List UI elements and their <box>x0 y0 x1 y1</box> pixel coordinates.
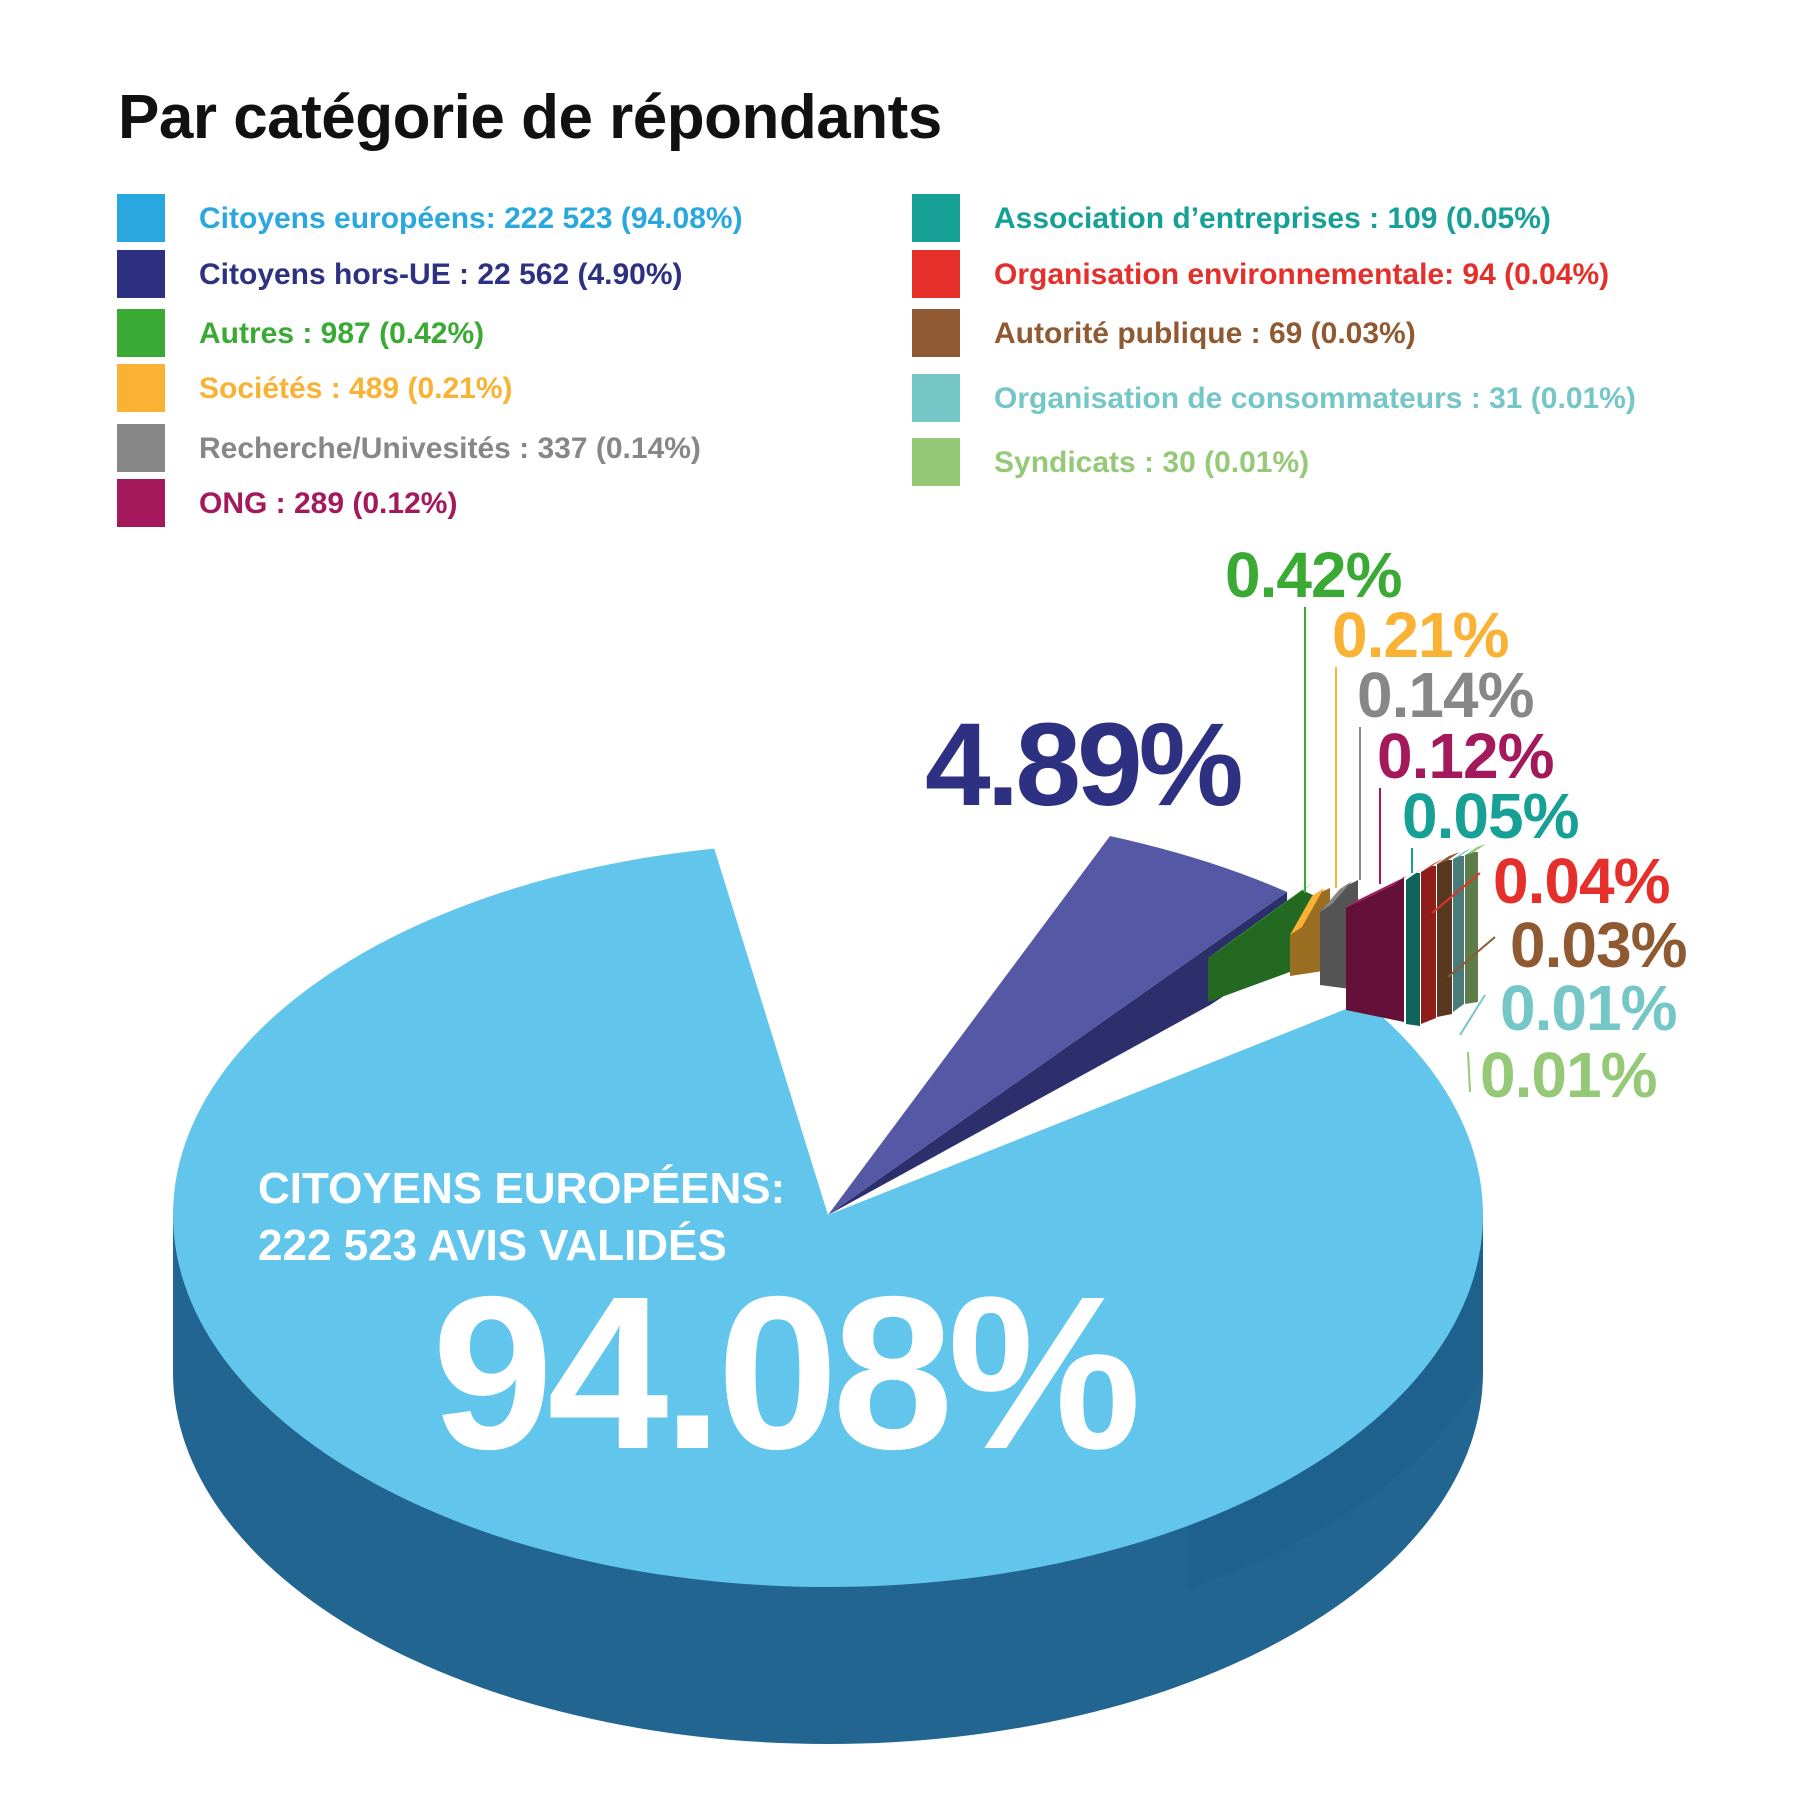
main-percent-label: 94.08% <box>432 1252 1137 1495</box>
legend-swatch <box>117 479 165 527</box>
small-percent-label: 0.14% <box>1357 659 1534 731</box>
small-percent-label: 0.21% <box>1332 599 1509 671</box>
pie-slice-organisation-environnementale <box>1421 858 1444 872</box>
small-percent-label: 0.01% <box>1500 972 1677 1044</box>
pie-slice-autres <box>1208 882 1314 958</box>
leader-lines <box>1304 607 1496 1093</box>
small-percent-labels: 0.42%0.21%0.14%0.12%0.05%0.04%0.03%0.01%… <box>1225 539 1688 1111</box>
legend-swatch <box>117 194 165 242</box>
legend-swatch <box>912 250 960 298</box>
leader-line <box>1447 936 1496 978</box>
legend-label: Autres : 987 (0.42%) <box>199 317 485 350</box>
legend-swatch <box>117 250 165 298</box>
legend-label: Organisation environnementale: 94 (0.04%… <box>994 258 1610 291</box>
pie-slice-recherche-univesit-s <box>1320 881 1352 912</box>
pie-slice-syndicats <box>1465 844 1486 855</box>
leader-line <box>1431 872 1481 914</box>
main-caption-line2: 222 523 AVIS VALIDÉS <box>258 1220 727 1270</box>
legend-swatch <box>912 374 960 422</box>
small-percent-label: 0.03% <box>1510 909 1687 981</box>
legend-label: Autorité publique : 69 (0.03%) <box>994 317 1416 350</box>
leader-line <box>1467 1051 1471 1093</box>
pie-slice-syndicats-side <box>1465 852 1478 1004</box>
legend-swatch <box>117 424 165 472</box>
small-percent-label: 0.01% <box>1480 1039 1657 1111</box>
legend-swatch <box>117 309 165 357</box>
pie-slice-soci-t-s <box>1290 888 1324 935</box>
legend-label: Syndicats : 30 (0.01%) <box>994 446 1310 479</box>
pie-slice-organisation-de-consommateurs-side <box>1453 856 1464 1012</box>
legend-swatch <box>117 364 165 412</box>
pie-slice-ong-side <box>1346 877 1404 1022</box>
pie-slice-autorit-publique-side <box>1437 860 1452 1017</box>
main-caption-line1: CITOYENS EUROPÉENS: <box>258 1163 785 1213</box>
legend-swatch <box>912 194 960 242</box>
pie-slice-organisation-environnementale-side <box>1421 866 1436 1024</box>
legend-label: Citoyens européens: 222 523 (94.08%) <box>199 202 743 235</box>
pie-slice-citoyens-hors-ue <box>828 836 1287 1215</box>
pie-slice-organisation-de-consommateurs <box>1453 848 1472 859</box>
leader-line <box>1459 994 1486 1036</box>
legend-swatch <box>912 309 960 357</box>
pie-slice-association-d-entreprises-side <box>1406 873 1420 1026</box>
small-percent-label: 0.42% <box>1225 539 1402 611</box>
legend-label: Association d’entreprises : 109 (0.05%) <box>994 202 1551 235</box>
small-percent-label: 0.04% <box>1493 845 1670 917</box>
legend-label: Organisation de consommateurs : 31 (0.01… <box>994 382 1636 415</box>
pie-slice-autorit-publique <box>1437 852 1460 864</box>
hors-ue-percent-label: 4.89% <box>925 699 1241 831</box>
pie-slice-citoyens-europeens <box>172 848 1483 1587</box>
legend-swatch <box>912 438 960 486</box>
small-percent-label: 0.12% <box>1377 720 1554 792</box>
legend-label: Recherche/Univesités : 337 (0.14%) <box>199 432 701 465</box>
pie-slices <box>172 836 1486 1744</box>
pie-slice-association-d-entreprises <box>1406 865 1428 880</box>
chart-title: Par catégorie de répondants <box>118 83 942 152</box>
small-percent-label: 0.05% <box>1402 780 1579 852</box>
pie-slice-autres-side <box>1208 890 1317 1002</box>
pie-slice-ong <box>1346 876 1407 908</box>
legend-label: Citoyens hors-UE : 22 562 (4.90%) <box>199 258 683 291</box>
legend-label: ONG : 289 (0.12%) <box>199 487 458 520</box>
legend-label: Sociétés : 489 (0.21%) <box>199 372 513 405</box>
